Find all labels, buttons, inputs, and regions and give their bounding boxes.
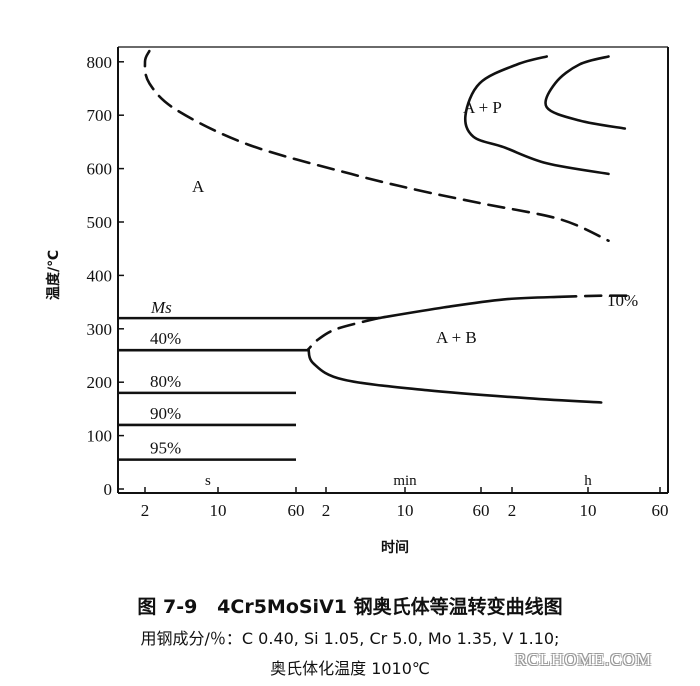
y-axis-ticks: 0 100 200 300 400 500 600 700 800: [87, 53, 124, 499]
figure-caption-composition: 用钢成分/％：C 0.40, Si 1.05, Cr 5.0, Mo 1.35,…: [140, 629, 560, 648]
ttt-chart: 0 100 200 300 400 500 600 700 800 2 10 60 2 10 60 2 10 6…: [45, 46, 669, 556]
y-tick-label: 700: [87, 106, 113, 125]
x-tick-label: 2: [322, 501, 331, 520]
x-tick-label: 2: [141, 501, 150, 520]
region-label-austenite: A: [192, 177, 205, 196]
y-tick-label: 0: [104, 480, 113, 499]
curve-0: [143, 49, 610, 242]
region-label-pearlite: A + P: [463, 98, 502, 117]
y-tick-label: 200: [87, 373, 113, 392]
isothermal-label: 90%: [150, 404, 181, 423]
site-watermark: RCLHOME.COM: [515, 650, 653, 669]
x-tick-label: 2: [508, 501, 517, 520]
x-unit-seconds: s: [205, 473, 211, 489]
y-tick-label: 500: [87, 213, 113, 232]
isothermal-label: 95%: [150, 439, 181, 458]
region-label-bainite: A + B: [436, 328, 477, 347]
curve-2: [544, 55, 627, 130]
figure-caption-title: 图 7-9 4Cr5MoSiV1 钢奥氏体等温转变曲线图: [137, 596, 563, 618]
isothermal-label: 80%: [150, 372, 181, 391]
x-tick-label: 10: [397, 501, 414, 520]
x-tick-label: 60: [652, 501, 669, 520]
ms-label: Ms: [150, 298, 172, 317]
y-tick-label: 800: [87, 53, 113, 72]
y-axis-label: 温度/℃: [45, 250, 62, 300]
y-tick-label: 300: [87, 320, 113, 339]
x-axis-ticks: 2 10 60 2 10 60 2 10 60 s min h: [141, 473, 669, 520]
figure-caption-austenitizing: 奥氏体化温度 1010℃: [270, 659, 430, 678]
x-unit-minutes: min: [393, 473, 417, 489]
curve-1: [463, 55, 610, 176]
x-tick-label: 10: [210, 501, 227, 520]
y-tick-label: 100: [87, 427, 113, 446]
plot-frame: [117, 46, 669, 494]
x-tick-label: 60: [473, 501, 490, 520]
curve-3: [377, 295, 562, 320]
series-label-10pct: 10%: [607, 291, 638, 310]
transformation-curves: [143, 49, 631, 404]
curve-5: [307, 316, 380, 351]
curve-6: [307, 347, 603, 404]
curve-4: [558, 294, 631, 299]
x-tick-label: 60: [288, 501, 305, 520]
y-tick-label: 400: [87, 266, 113, 285]
y-tick-label: 600: [87, 160, 113, 179]
x-unit-hours: h: [584, 473, 592, 489]
x-tick-label: 10: [580, 501, 597, 520]
x-axis-label: 时间: [381, 539, 409, 556]
isothermal-lines: 40% 80% 90% 95%: [118, 316, 379, 461]
isothermal-label: 40%: [150, 329, 181, 348]
